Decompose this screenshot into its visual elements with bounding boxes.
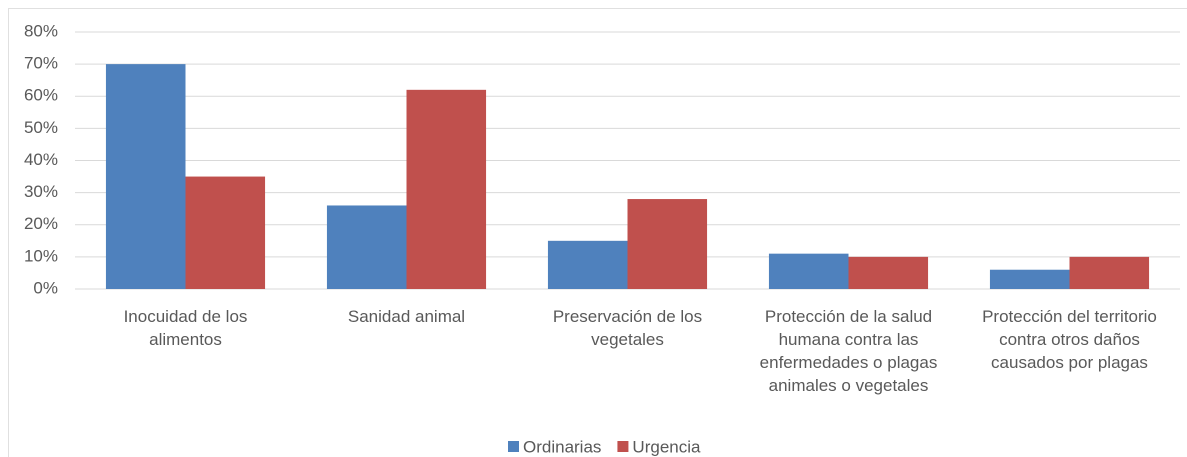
- y-tick-label: 40%: [24, 150, 58, 169]
- legend-label: Urgencia: [632, 437, 701, 456]
- bar: [185, 176, 266, 289]
- bar: [768, 253, 849, 289]
- bar: [547, 240, 628, 289]
- x-tick-label: Inocuidad de los alimentos: [123, 307, 248, 349]
- y-tick-label: 20%: [24, 214, 58, 233]
- bar: [848, 256, 929, 289]
- y-tick-label: 80%: [24, 21, 58, 40]
- chart-frame: [8, 8, 1187, 457]
- bar: [326, 205, 407, 289]
- y-tick-label: 10%: [24, 246, 58, 265]
- bar: [989, 269, 1070, 289]
- bar: [627, 199, 708, 289]
- bar: [406, 89, 487, 289]
- x-tick-label: Preservación de los vegetales: [552, 307, 703, 349]
- y-tick-label: 0%: [33, 278, 58, 297]
- legend-swatch: [508, 441, 519, 452]
- x-tick-label: Protección del territorio contra otros d…: [982, 307, 1157, 372]
- x-tick-label: Sanidad animal: [347, 307, 466, 326]
- y-tick-label: 60%: [24, 86, 58, 105]
- y-tick-label: 30%: [24, 182, 58, 201]
- legend-label: Ordinarias: [523, 437, 601, 456]
- y-tick-label: 50%: [24, 118, 58, 137]
- bar: [1069, 256, 1150, 289]
- x-tick-label: Protección de la salud humana contra las…: [759, 307, 938, 395]
- legend-swatch: [617, 441, 629, 452]
- bar: [105, 64, 186, 289]
- y-tick-label: 70%: [24, 54, 58, 73]
